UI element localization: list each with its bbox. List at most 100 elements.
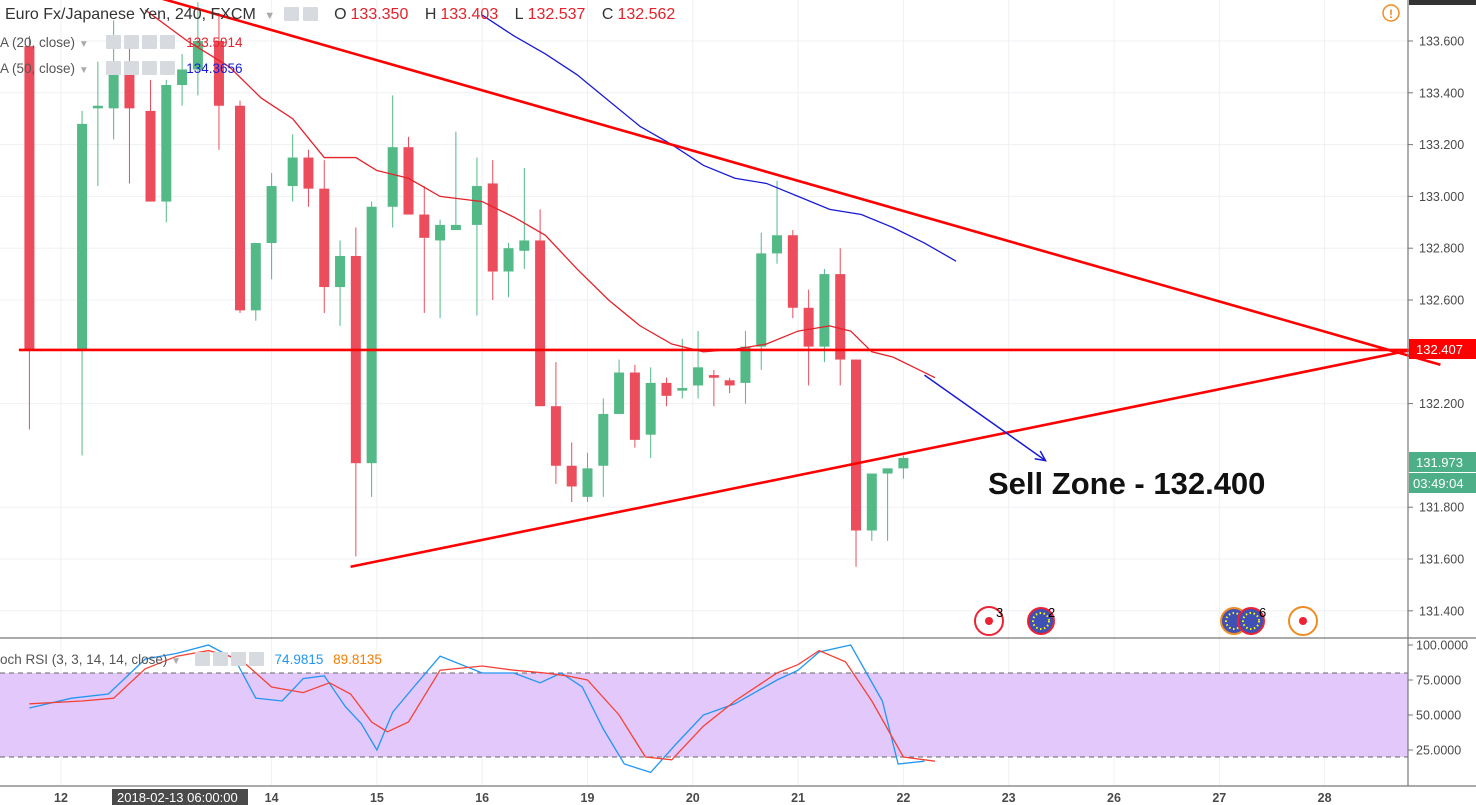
alert-icon[interactable]: ! (1382, 4, 1400, 22)
price-badge-last: 131.973 (1409, 452, 1476, 472)
ma50-label[interactable]: A (50, close) (0, 61, 76, 76)
trendline (350, 342, 1441, 569)
close-value: 132.562 (617, 6, 676, 23)
price-tick-label: 131.400 (1419, 604, 1464, 618)
candle-body (535, 240, 546, 407)
close-icon[interactable] (160, 61, 176, 75)
gear-icon[interactable] (124, 35, 140, 49)
candle-body (487, 183, 498, 272)
candle-body (708, 375, 719, 378)
candle-body (582, 468, 593, 497)
candle-body (366, 206, 377, 464)
chevron-down-icon[interactable]: ▼ (264, 10, 276, 22)
gear-icon[interactable] (124, 61, 140, 75)
candle-body (403, 147, 414, 215)
candle-body (303, 157, 314, 189)
candle-body (693, 367, 704, 386)
open-label: O (334, 6, 347, 23)
candle-body (335, 255, 346, 288)
candle-body (550, 406, 561, 466)
time-tick-label: 20 (686, 791, 700, 805)
price-tick-label: 133.200 (1419, 138, 1464, 152)
candle-body (213, 41, 224, 106)
ma20-legend: A (20, close) ▼ 133.5914 (0, 35, 243, 50)
candle-body (645, 382, 656, 435)
svg-text:!: ! (1389, 7, 1393, 21)
candle-body (724, 380, 735, 386)
event-marker-count: 3 (996, 605, 1003, 620)
ma50-value: 134.3656 (186, 61, 243, 76)
candle-body (898, 457, 909, 469)
open-value: 133.350 (350, 6, 409, 23)
svg-text:03:49:04: 03:49:04 (1413, 476, 1464, 491)
candle-body (145, 110, 156, 202)
candle-body (108, 64, 119, 109)
plus-icon[interactable] (142, 61, 158, 75)
candle-body (471, 186, 482, 225)
high-label: H (424, 6, 437, 23)
candle-body (866, 473, 877, 531)
candle-body (519, 240, 530, 251)
close-icon[interactable] (160, 35, 176, 49)
candle-body (772, 235, 783, 254)
stoch-tick-label: 50.0000 (1416, 709, 1461, 723)
candle-body (566, 465, 577, 487)
candle-body (450, 224, 461, 231)
candle-body (319, 188, 330, 288)
close-icon[interactable] (248, 652, 264, 666)
candle-body (503, 248, 514, 272)
symbol-title[interactable]: Euro Fx/Japanese Yen, 240, FXCM (5, 6, 256, 23)
svg-text:2018-02-13 06:00:00: 2018-02-13 06:00:00 (117, 790, 238, 805)
plus-icon[interactable] (230, 652, 246, 666)
price-tick-label: 133.600 (1419, 35, 1464, 49)
candle-body (629, 372, 640, 440)
candle-body (851, 359, 862, 531)
candle-body (287, 157, 298, 187)
moving-averages (144, 9, 957, 379)
candle-body (92, 105, 103, 109)
eye-icon[interactable] (106, 35, 122, 49)
candle-body (419, 214, 430, 238)
event-markers[interactable]: 3 2 6 (974, 605, 1318, 636)
stoch-tick-label: 75.0000 (1416, 674, 1461, 688)
candle-body (614, 372, 625, 414)
stoch-tick-label: 25.0000 (1416, 744, 1461, 758)
stoch-rsi-label[interactable]: och RSI (3, 3, 14, 14, close) (0, 652, 168, 667)
sell-zone-annotation: Sell Zone - 132.400 (988, 466, 1265, 501)
candle-body (803, 307, 814, 347)
price-tick-label: 132.200 (1419, 397, 1464, 411)
time-tick-label: 12 (54, 791, 68, 805)
plus-icon[interactable] (142, 35, 158, 49)
time-tick-label: 22 (896, 791, 910, 805)
countdown-badge: 03:49:04 (1409, 473, 1476, 493)
chart-header: Euro Fx/Japanese Yen, 240, FXCM ▼ O 133.3… (5, 6, 679, 24)
candle-body (192, 41, 203, 70)
time-tick-label: 19 (581, 791, 595, 805)
event-marker-count: 6 (1259, 605, 1266, 620)
chevron-down-icon[interactable]: ▼ (78, 65, 89, 76)
candle-body (235, 105, 246, 311)
price-tick-label: 131.600 (1419, 553, 1464, 567)
eye-icon[interactable] (106, 61, 122, 75)
ma20-label[interactable]: A (20, close) (0, 35, 76, 50)
eye-icon[interactable] (194, 652, 210, 666)
candle-body (350, 255, 361, 464)
chevron-down-icon[interactable]: ▼ (78, 39, 89, 50)
eye-icon[interactable] (283, 7, 299, 21)
candle-body (124, 64, 135, 109)
ma20-value: 133.5914 (186, 35, 243, 50)
candle-body (598, 413, 609, 466)
gear-icon[interactable] (212, 652, 228, 666)
price-tick-label: 132.800 (1419, 242, 1464, 256)
gear-icon[interactable] (302, 7, 318, 21)
stoch-d-value: 89.8135 (333, 652, 382, 667)
price-tick-label: 132.600 (1419, 294, 1464, 308)
chevron-down-icon[interactable]: ▼ (171, 656, 182, 667)
candle-body (161, 85, 172, 202)
time-tick-label: 15 (370, 791, 384, 805)
svg-text:132.407: 132.407 (1416, 342, 1463, 357)
crosshair-date-label: 2018-02-13 06:00:00 (112, 789, 248, 805)
candle-body (661, 382, 672, 396)
